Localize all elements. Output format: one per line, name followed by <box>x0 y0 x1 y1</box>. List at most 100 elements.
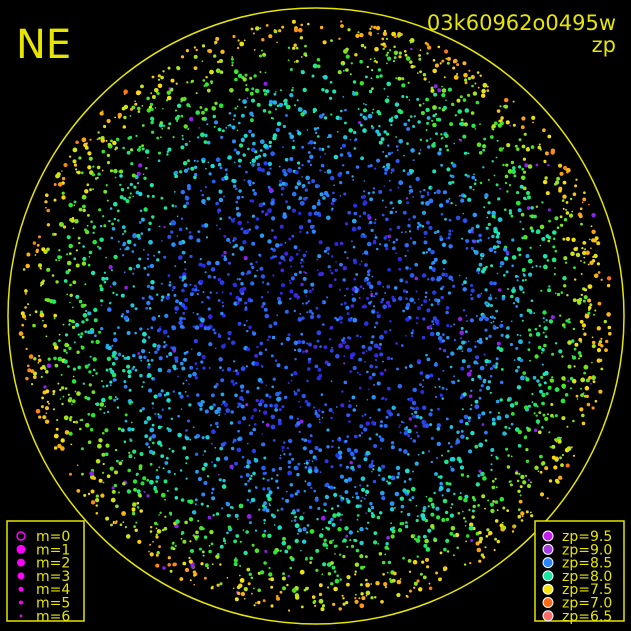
star-point <box>146 373 152 378</box>
star-point <box>506 190 509 193</box>
star-point <box>327 586 330 589</box>
star-point <box>434 113 438 116</box>
star-point <box>379 334 384 340</box>
star-point <box>221 507 224 510</box>
star-point <box>146 284 150 288</box>
star-point <box>103 224 107 228</box>
star-point <box>255 260 258 264</box>
star-point <box>464 494 469 499</box>
star-point <box>115 504 119 509</box>
star-point <box>251 98 255 103</box>
star-point <box>132 353 136 358</box>
star-point <box>377 346 382 350</box>
star-point <box>420 390 425 394</box>
star-point <box>207 314 213 320</box>
star-point <box>398 55 402 59</box>
star-point <box>551 352 555 356</box>
star-point <box>482 555 486 559</box>
star-point <box>411 486 416 492</box>
star-point <box>442 566 448 571</box>
star-point <box>415 406 419 411</box>
star-point <box>576 398 579 400</box>
star-point <box>375 433 379 436</box>
star-point <box>487 237 490 240</box>
star-point <box>301 185 305 189</box>
star-point <box>417 535 421 539</box>
star-point <box>136 489 141 494</box>
star-point <box>387 152 391 156</box>
star-point <box>186 184 191 188</box>
star-point <box>246 329 249 333</box>
star-point <box>450 467 455 472</box>
star-point <box>167 274 171 277</box>
star-point <box>405 95 409 99</box>
star-point <box>106 118 111 124</box>
star-point <box>155 533 158 536</box>
star-point <box>469 562 472 565</box>
star-point <box>71 325 76 329</box>
star-point <box>185 201 189 205</box>
star-point <box>239 578 245 583</box>
star-point <box>296 298 299 300</box>
star-point <box>100 304 103 307</box>
star-point <box>272 377 276 381</box>
star-point <box>481 93 486 98</box>
star-point <box>134 102 138 106</box>
star-point <box>259 54 262 58</box>
star-point <box>392 60 396 63</box>
star-point <box>77 236 81 240</box>
star-point <box>122 369 126 373</box>
star-point <box>545 191 550 196</box>
star-point <box>580 387 583 390</box>
star-point <box>118 461 123 466</box>
star-point <box>359 81 364 86</box>
star-point <box>492 364 496 368</box>
star-point <box>547 385 552 390</box>
star-point <box>237 420 242 425</box>
star-point <box>594 309 597 312</box>
star-point <box>414 276 419 281</box>
star-point <box>254 225 259 230</box>
star-point <box>273 30 276 32</box>
star-point <box>487 499 490 502</box>
star-point <box>502 521 504 524</box>
star-point <box>413 115 416 118</box>
star-point <box>288 609 291 612</box>
star-point <box>408 185 412 189</box>
star-point <box>40 375 43 378</box>
star-point <box>219 563 222 566</box>
star-point <box>180 408 183 410</box>
star-point <box>546 497 549 500</box>
star-point <box>447 236 451 240</box>
star-point <box>368 31 372 36</box>
star-point <box>176 120 179 122</box>
star-point <box>103 189 108 194</box>
star-point <box>338 343 343 349</box>
star-point <box>555 440 558 443</box>
star-point <box>480 473 483 477</box>
star-point <box>219 544 224 549</box>
star-point <box>144 434 149 439</box>
star-point <box>428 198 434 204</box>
star-point <box>281 25 285 29</box>
star-point <box>281 146 284 149</box>
star-point <box>156 293 159 296</box>
star-point <box>311 179 316 183</box>
star-point <box>182 357 187 362</box>
star-point <box>343 380 348 385</box>
star-point <box>543 381 547 385</box>
star-point <box>421 560 425 564</box>
star-point <box>146 96 150 101</box>
star-point <box>485 535 489 538</box>
star-point <box>377 408 381 412</box>
star-point <box>60 438 65 443</box>
star-point <box>360 260 363 263</box>
star-point <box>289 289 294 294</box>
star-point <box>271 216 276 221</box>
star-point <box>243 179 246 181</box>
star-point <box>118 353 121 357</box>
star-point <box>518 253 522 257</box>
star-point <box>61 176 66 181</box>
star-point <box>301 164 304 167</box>
star-point <box>330 201 335 206</box>
